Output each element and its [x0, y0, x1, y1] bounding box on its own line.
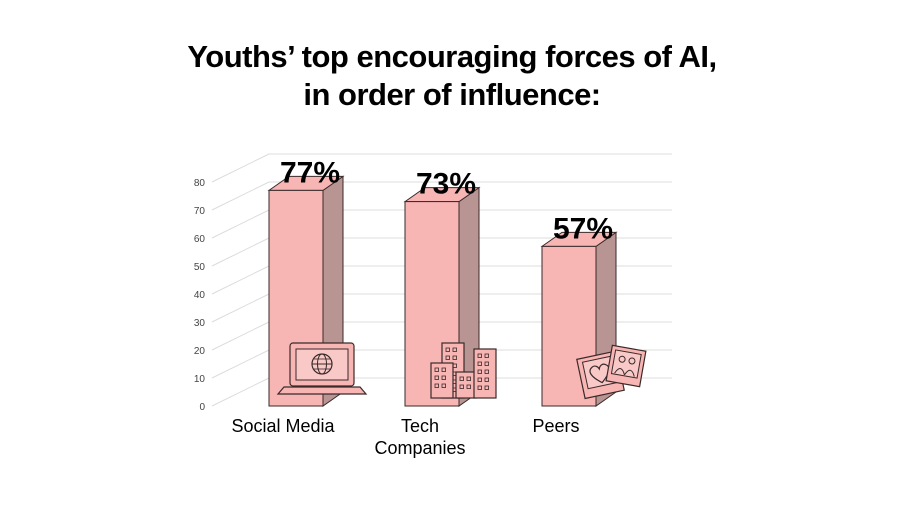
laptop-globe-icon	[276, 342, 368, 395]
y-tick-label: 50	[194, 262, 206, 273]
y-tick-label: 60	[194, 234, 206, 245]
value-label: 57%	[553, 212, 613, 245]
chart-title-line-1: Youths’ top encouraging forces of AI,	[187, 39, 717, 74]
gridline-diagonal	[211, 377, 270, 407]
gridline-diagonal	[211, 237, 270, 267]
gridline-diagonal	[211, 265, 270, 295]
y-tick-label: 80	[194, 178, 206, 189]
bar-icons	[276, 342, 647, 400]
gridline-diagonal	[211, 209, 270, 239]
value-label: 77%	[280, 156, 340, 189]
y-axis-ticks: 0 10 20 30 40 50 60 70 80	[194, 178, 206, 413]
gridline-diagonal	[211, 349, 270, 379]
y-tick-label: 10	[194, 374, 206, 385]
photos-icon	[576, 344, 647, 400]
gridline-diagonal	[211, 181, 270, 211]
y-tick-label: 40	[194, 290, 206, 301]
gridline-diagonal	[211, 293, 270, 323]
value-labels: 77% 73% 57%	[280, 156, 613, 245]
y-tick-label: 0	[199, 402, 205, 413]
value-label: 73%	[416, 168, 476, 201]
city-buildings-icon	[430, 342, 497, 399]
x-tick-label: Social Media	[231, 416, 335, 436]
x-tick-label: Peers	[532, 416, 579, 436]
gridline-diagonal	[211, 153, 270, 183]
gridline-diagonal	[211, 321, 270, 351]
chart-title: Youths’ top encouraging forces of AI, in…	[0, 38, 904, 114]
y-tick-label: 70	[194, 206, 206, 217]
chart-title-line-2: in order of influence:	[303, 77, 601, 112]
y-tick-label: 20	[194, 346, 206, 357]
x-tick-label: Tech Companies	[374, 416, 465, 458]
x-axis-labels: Social Media Tech Companies Peers	[231, 416, 579, 458]
y-tick-label: 30	[194, 318, 206, 329]
